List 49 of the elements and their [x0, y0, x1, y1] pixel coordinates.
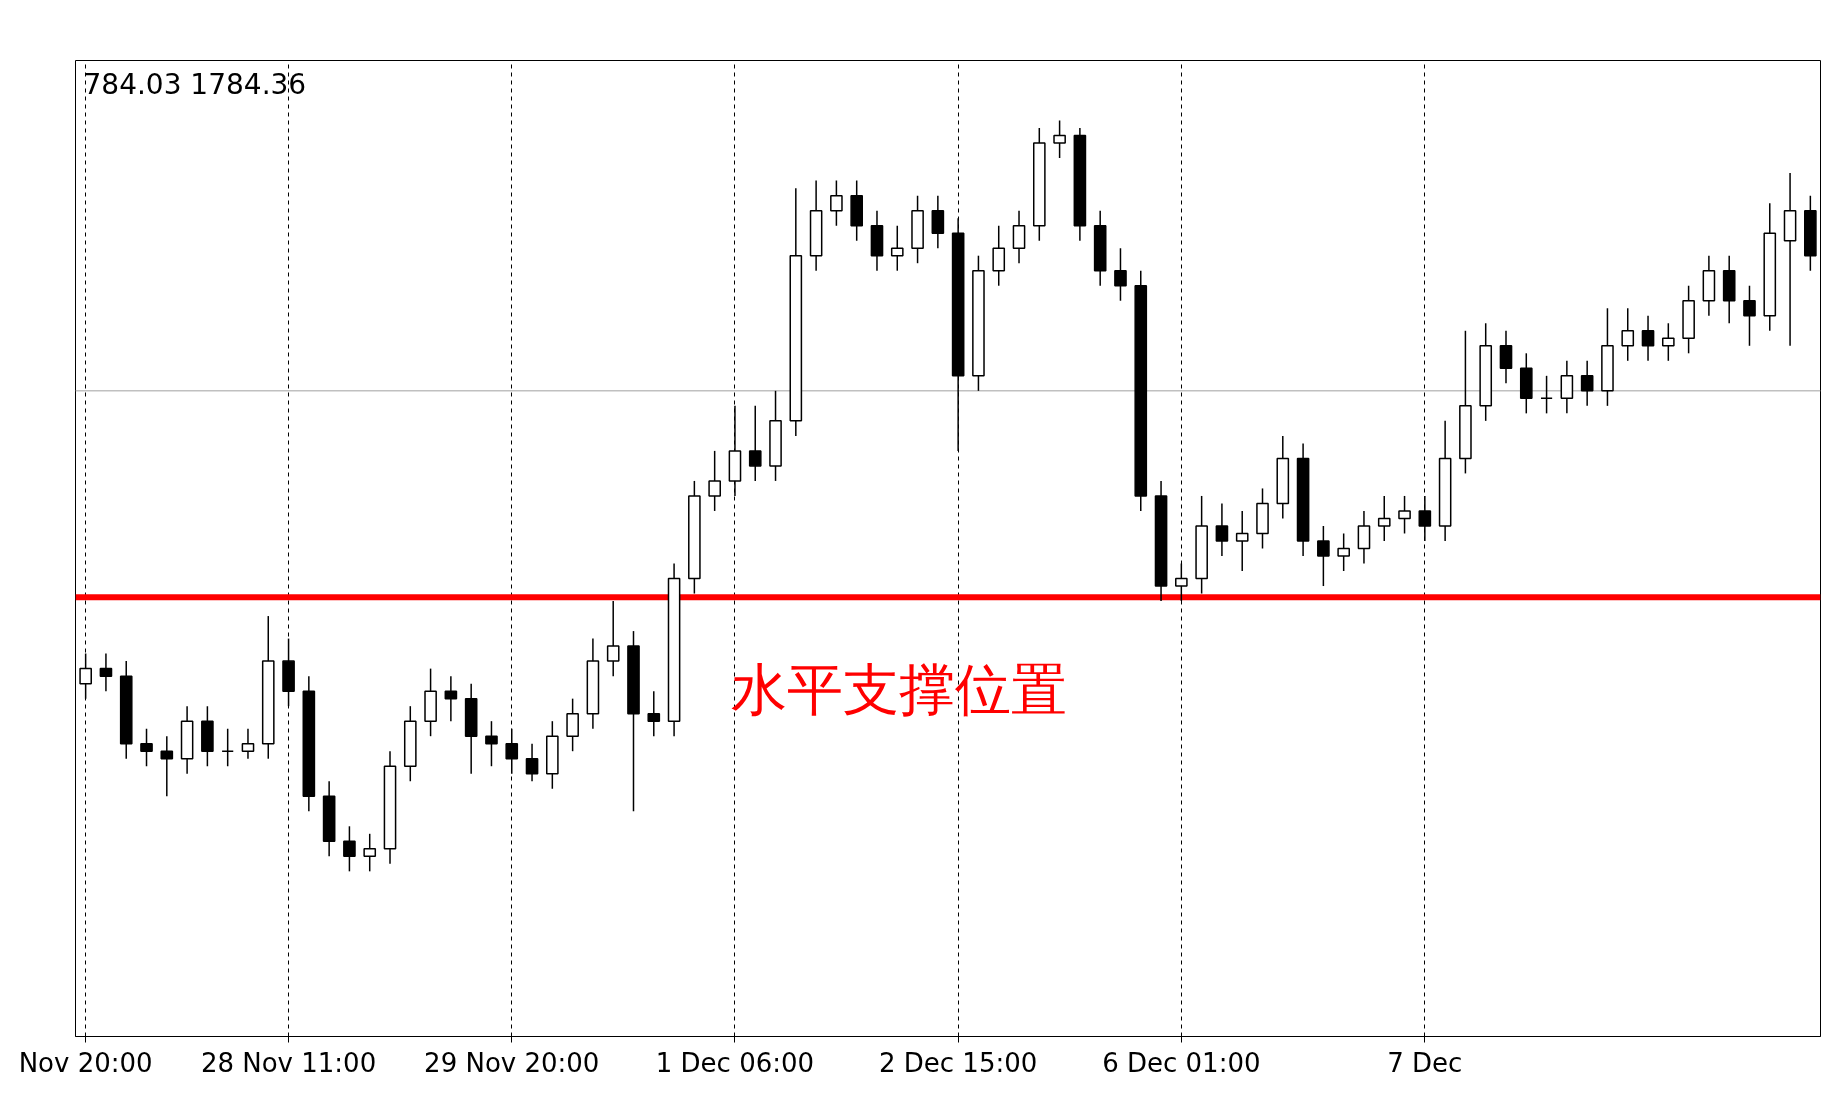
candlestick [1114, 247, 1127, 302]
candlestick [525, 742, 539, 782]
candlestick [505, 727, 519, 775]
candlestick [606, 600, 620, 677]
candlestick [1317, 525, 1330, 587]
candlestick [1560, 360, 1574, 415]
candlestick [1499, 330, 1513, 385]
candlestick [363, 833, 377, 873]
candlestick [444, 675, 458, 722]
candlestick [1621, 307, 1635, 362]
candlestick [1418, 495, 1432, 542]
candlestick [241, 727, 255, 760]
candlestick [1175, 562, 1188, 602]
candlestick [931, 194, 945, 249]
candlestick [647, 690, 661, 737]
candlestick [160, 735, 174, 797]
candlestick [566, 697, 579, 752]
candlestick [1337, 532, 1350, 572]
candlestick [140, 727, 153, 767]
candlestick [1641, 315, 1655, 362]
ref-line-label: 水平支撑位置 [731, 657, 1068, 723]
x-tick-label: Nov 20:00 [18, 1047, 153, 1078]
candlestick [1012, 209, 1026, 264]
candlestick [1580, 360, 1594, 407]
candlestick [830, 179, 843, 227]
text: 784.03 1784.36 [83, 68, 307, 102]
candlestick [708, 450, 721, 512]
candlestick [1235, 510, 1249, 572]
candlestick [1540, 375, 1553, 415]
candlestick [1357, 510, 1371, 565]
candlestick [1053, 119, 1066, 159]
candlestick [485, 720, 498, 767]
candlestick [221, 727, 235, 767]
x-tick-label: 2 Dec 15:00 [878, 1047, 1038, 1078]
x-tick-label: 7 Dec [1387, 1047, 1463, 1078]
x-tick-label: 28 Nov 11:00 [200, 1047, 377, 1078]
candlestick [1398, 495, 1411, 535]
x-tick-label: 6 Dec 01:00 [1102, 1047, 1261, 1078]
candlestick [1377, 495, 1391, 542]
x-tick-label: 1 Dec 06:00 [655, 1047, 815, 1078]
candlestick [992, 224, 1006, 287]
candlestick [1743, 284, 1756, 347]
candlestick [1661, 322, 1675, 362]
candlestick [1215, 502, 1229, 557]
candlestick [343, 825, 356, 873]
candlestick [99, 652, 113, 692]
candlestick [748, 405, 762, 482]
candlestick [890, 224, 904, 272]
x-tick-label: 29 Nov 20:00 [424, 1047, 600, 1078]
